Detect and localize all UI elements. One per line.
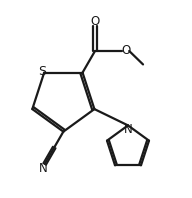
Text: N: N (39, 162, 48, 175)
Text: O: O (121, 44, 130, 57)
Text: S: S (38, 65, 46, 78)
Text: O: O (90, 15, 100, 28)
Text: N: N (124, 123, 132, 136)
